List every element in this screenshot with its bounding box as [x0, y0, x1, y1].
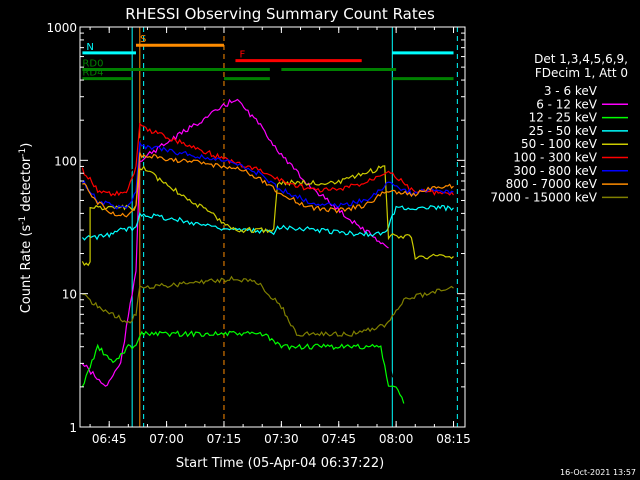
legend-label-5: 50 - 100 keV	[521, 137, 598, 151]
legend: Det 1,3,4,5,6,9, FDecim 1, Att 0 3 - 6 k…	[490, 52, 628, 204]
x-tick-label: 08:00	[379, 432, 414, 446]
legend-header-line-1: Det 1,3,4,5,6,9,	[534, 52, 628, 66]
x-tick-label: 07:30	[264, 432, 299, 446]
y-axis-label-exponent: -1	[18, 148, 28, 157]
annotation-label-rd0: RD0	[82, 59, 103, 70]
series-line-5	[81, 165, 454, 267]
plot-inner	[81, 27, 458, 427]
x-axis-label: Start Time (05-Apr-04 06:37:22)	[176, 456, 384, 471]
annotation-label-f: F	[239, 50, 245, 61]
y-axis: 1 10 100 1000	[46, 21, 465, 435]
x-tick-label: 07:00	[149, 432, 184, 446]
y-tick-label: 100	[54, 154, 77, 168]
legend-label-1: 3 - 6 keV	[544, 84, 598, 98]
y-tick-label: 1	[69, 421, 77, 435]
x-tick-label: 07:15	[207, 432, 242, 446]
y-axis-label-exponent: -1	[18, 216, 28, 225]
y-axis-label-part: )	[19, 143, 34, 148]
annotation-label-n: N	[86, 42, 93, 53]
series-line-3	[81, 330, 405, 404]
legend-label-6: 100 - 300 keV	[513, 151, 597, 165]
legend-label-2: 6 - 12 keV	[536, 97, 598, 111]
series-line-8	[82, 152, 454, 218]
x-axis: 06:45 07:00 07:15 07:30 07:45 08:00 08:15	[89, 27, 471, 446]
y-axis-label: Count Rate (s-1 detector-1)	[18, 143, 34, 314]
legend-label-3: 12 - 25 keV	[529, 111, 598, 125]
y-axis-label-part: detector	[19, 156, 34, 216]
annotation-label-rd4: RD4	[82, 68, 103, 79]
x-tick-label: 06:45	[92, 432, 127, 446]
series-line-4	[81, 204, 454, 241]
x-tick-label: 08:15	[436, 432, 471, 446]
y-axis-label-part: Count Rate (s	[19, 225, 34, 314]
y-tick-label: 10	[62, 288, 77, 302]
y-tick-label: 1000	[46, 21, 77, 35]
plot-frame	[79, 26, 466, 428]
legend-label-4: 25 - 50 keV	[529, 124, 598, 138]
x-tick-label: 07:45	[321, 432, 356, 446]
legend-label-7: 300 - 800 keV	[513, 164, 597, 178]
footer-date: 16-Oct-2021 13:57	[560, 468, 636, 477]
series-line-2	[81, 98, 389, 387]
series-line-6	[81, 122, 454, 197]
legend-label-8: 800 - 7000 keV	[506, 177, 598, 191]
annotation-label-s: S	[140, 34, 146, 45]
series-line-7	[81, 140, 454, 210]
chart-title: RHESSI Observing Summary Count Rates	[125, 5, 435, 23]
series-line-9	[82, 275, 454, 337]
legend-label-9: 7000 - 15000 keV	[490, 190, 597, 204]
legend-header-line-2: FDecim 1, Att 0	[535, 66, 628, 80]
series-line-1	[89, 92, 405, 404]
